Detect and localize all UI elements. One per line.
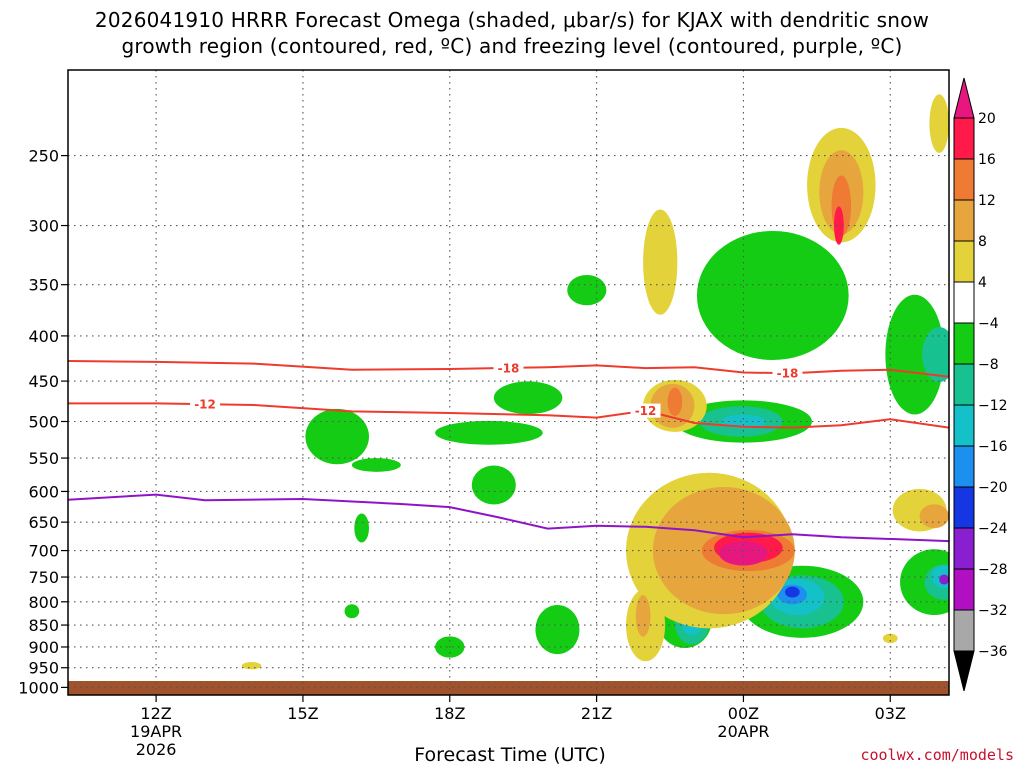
y-tick-label-400: 400	[28, 327, 59, 346]
contour-label-bg	[190, 397, 221, 412]
omega-region-31	[643, 209, 678, 315]
ground-surface	[68, 681, 949, 695]
colorbar-label: −32	[978, 603, 1008, 619]
y-tick-label-600: 600	[28, 482, 59, 501]
omega-region-0	[305, 408, 370, 465]
colorbar-swatch-0	[953, 117, 975, 160]
x-tick-sublabel: 20APR	[717, 722, 769, 741]
omega-region-12	[535, 604, 580, 655]
contour-label--18: -18	[498, 361, 520, 375]
colorbar-label: −16	[978, 439, 1008, 455]
contour-0	[68, 493, 949, 543]
colorbar-label: −8	[978, 357, 999, 373]
contour--18	[68, 360, 949, 378]
omega-region-46	[833, 206, 844, 245]
omega-region-9	[885, 294, 945, 415]
y-tick-label-550: 550	[28, 449, 59, 468]
omega-region-4	[493, 381, 563, 415]
colorbar-top-arrow	[953, 77, 975, 119]
colorbar-swatch-6	[953, 363, 975, 406]
y-tick-label-700: 700	[28, 542, 59, 561]
colorbar-label: −4	[978, 316, 999, 332]
omega-region-6	[567, 274, 607, 306]
omega-region-41	[919, 504, 949, 529]
y-tick-label-750: 750	[28, 568, 59, 587]
y-tick-label-850: 850	[28, 616, 59, 635]
x-tick-sublabel: 19APR	[130, 722, 182, 741]
colorbar-swatch-1	[953, 158, 975, 201]
contour-label-bg	[630, 403, 661, 418]
colorbar-swatch-4	[953, 281, 975, 324]
omega-region-7	[696, 230, 849, 361]
plot-frame	[67, 69, 950, 696]
colorbar-label: −36	[978, 644, 1008, 660]
y-tick-label-800: 800	[28, 593, 59, 612]
omega-region-2	[351, 458, 401, 472]
y-tick-label-350: 350	[28, 276, 59, 295]
omega-region-47	[718, 541, 768, 566]
colorbar-swatch-11	[953, 568, 975, 611]
colorbar-label: 20	[978, 111, 996, 127]
colorbar-label: 12	[978, 193, 996, 209]
colorbar-label: −20	[978, 480, 1008, 496]
omega-region-43	[667, 387, 683, 416]
contour--12	[68, 402, 949, 429]
colorbar-swatch-9	[953, 486, 975, 529]
omega-region-39	[635, 595, 651, 637]
colorbar-swatch-10	[953, 527, 975, 570]
y-tick-label-500: 500	[28, 413, 59, 432]
x-axis-label: Forecast Time (UTC)	[414, 744, 606, 766]
omega-region-26	[785, 586, 800, 598]
colorbar-label: −24	[978, 521, 1008, 537]
colorbar-swatch-2	[953, 199, 975, 242]
contour-label-bg	[493, 360, 524, 375]
x-tick-label-12Z: 12Z	[140, 704, 171, 723]
y-tick-label-650: 650	[28, 513, 59, 532]
contour-label--12: -12	[635, 404, 657, 418]
contour-label--12: -12	[194, 398, 216, 412]
y-tick-label-1000: 1000	[18, 678, 59, 697]
y-tick-label-250: 250	[28, 147, 59, 166]
omega-region-19	[922, 327, 949, 383]
omega-region-34	[929, 94, 949, 153]
colorbar-label: −12	[978, 398, 1008, 414]
colorbar-label: 8	[978, 234, 987, 250]
colorbar-label: 16	[978, 152, 996, 168]
omega-region-5	[471, 465, 516, 505]
y-tick-label-450: 450	[28, 372, 59, 391]
x-tick-sublabel: 2026	[136, 740, 177, 759]
omega-region-14	[344, 604, 360, 619]
colorbar-swatch-7	[953, 404, 975, 447]
omega-region-1	[354, 513, 370, 543]
source-credit[interactable]: coolwx.com/models	[860, 746, 1014, 764]
colorbar-label: −28	[978, 562, 1008, 578]
colorbar-label: 4	[978, 275, 987, 291]
omega-region-35	[241, 662, 262, 670]
x-tick-label-18Z: 18Z	[434, 704, 465, 723]
x-tick-label-00Z: 00Z	[728, 704, 759, 723]
colorbar-swatch-8	[953, 445, 975, 488]
colorbar-swatch-3	[953, 240, 975, 283]
omega-region-36	[882, 633, 898, 644]
colorbar-swatch-12	[953, 609, 975, 652]
omega-region-3	[435, 420, 543, 445]
contour-label--18: -18	[777, 367, 799, 381]
omega-region-27	[939, 574, 949, 585]
y-tick-label-950: 950	[28, 659, 59, 678]
x-tick-label-03Z: 03Z	[875, 704, 906, 723]
y-tick-label-300: 300	[28, 217, 59, 236]
chart-title-line-2: growth region (contoured, red, ºC) and f…	[121, 34, 903, 58]
chart-title-line-1: 2026041910 HRRR Forecast Omega (shaded, …	[94, 8, 930, 32]
colorbar-bottom-arrow	[953, 650, 975, 692]
y-tick-label-900: 900	[28, 638, 59, 657]
contour-label-bg	[772, 366, 803, 381]
x-tick-label-15Z: 15Z	[287, 704, 318, 723]
colorbar-swatch-5	[953, 322, 975, 365]
x-tick-label-21Z: 21Z	[581, 704, 612, 723]
